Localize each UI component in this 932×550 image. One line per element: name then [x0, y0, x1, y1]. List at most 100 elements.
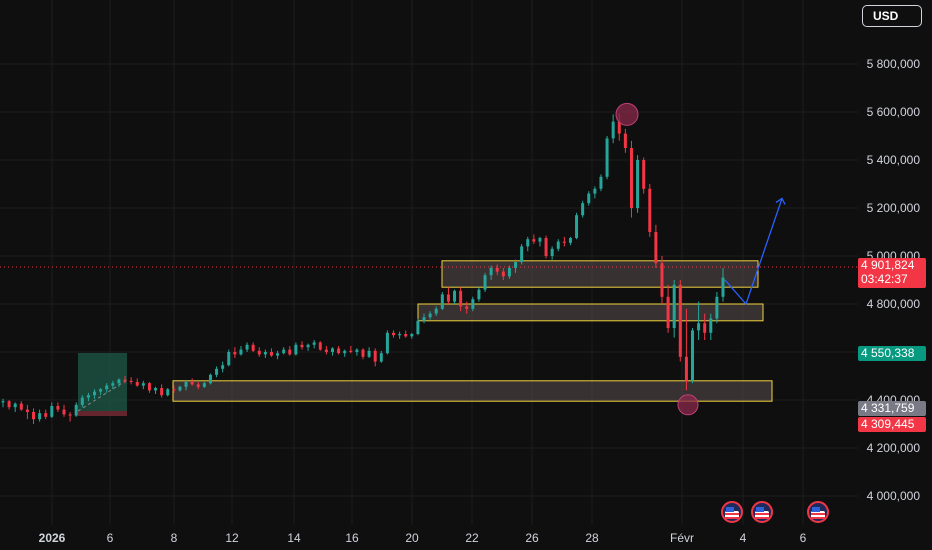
candle-body	[428, 313, 432, 318]
bullish-candle	[312, 340, 316, 349]
bullish-candle	[556, 239, 560, 252]
candle-body	[221, 365, 225, 369]
bullish-candle	[141, 380, 145, 390]
bearish-candle	[324, 346, 328, 355]
red-level-value: 4 309,445	[861, 417, 915, 431]
candle-body	[208, 374, 212, 384]
price-tick-label: 5 800,000	[867, 57, 921, 71]
candle-body	[684, 356, 688, 381]
time-tick-label: Févr	[670, 531, 694, 545]
bullish-candle	[355, 348, 359, 356]
candle-body	[141, 383, 145, 386]
candle-body	[465, 306, 469, 309]
candle-body	[38, 413, 42, 420]
candle-body	[19, 403, 23, 410]
bearish-candle	[337, 346, 341, 355]
candle-body	[93, 391, 97, 396]
price-zone	[441, 260, 759, 288]
bullish-candle	[215, 366, 219, 378]
candle-body	[477, 289, 481, 300]
bullish-candle	[568, 236, 572, 246]
time-tick-label: 8	[171, 531, 178, 545]
time-axis[interactable]: 2026 6 8 12 14 16 20 22 26 28 Févr 4 6	[39, 531, 807, 545]
bullish-candle	[330, 347, 334, 356]
candle-body	[514, 262, 518, 268]
bearish-candle	[642, 157, 646, 194]
bearish-candle	[562, 236, 566, 247]
candle-body	[32, 412, 36, 420]
projection-path[interactable]	[724, 197, 786, 306]
bullish-candle	[202, 382, 206, 388]
countdown-timer: 03:42:37	[861, 272, 908, 286]
time-tick-label: 22	[465, 531, 479, 545]
price-zone	[172, 380, 773, 402]
candle-body	[306, 344, 310, 348]
us-event-flag-icon[interactable]	[721, 501, 743, 523]
candle-body	[697, 323, 701, 331]
bearish-candle	[135, 378, 139, 387]
bullish-candle	[550, 246, 554, 260]
candle-body	[227, 352, 231, 366]
candle-body	[538, 238, 542, 242]
candle-body	[471, 299, 475, 309]
candle-body	[184, 382, 188, 387]
candle-body	[581, 203, 585, 216]
candle-body	[154, 388, 158, 391]
candle-body	[68, 414, 72, 416]
candle-body	[337, 348, 341, 354]
candle-body	[416, 320, 420, 334]
candle-body	[507, 268, 511, 277]
candle-body	[642, 160, 646, 189]
candle-body	[1, 401, 5, 403]
bearish-candle	[269, 348, 273, 357]
bullish-candle	[477, 287, 481, 302]
candle-body	[520, 246, 524, 262]
price-tick-label: 5 400,000	[867, 153, 921, 167]
bearish-candle	[532, 234, 536, 244]
bullish-candle	[538, 236, 542, 247]
candle-body	[654, 232, 658, 264]
candle-body	[288, 349, 292, 355]
price-tick-label: 5 600,000	[867, 105, 921, 119]
green-level-value: 4 550,338	[861, 346, 915, 360]
candle-body	[160, 388, 164, 396]
bearish-candle	[56, 402, 60, 412]
candle-body	[111, 383, 115, 386]
us-event-flag-icon[interactable]	[807, 501, 829, 523]
candle-body	[703, 323, 707, 333]
trade-position-box[interactable]	[77, 353, 128, 416]
candle-body	[404, 334, 408, 337]
bullish-candle	[111, 380, 115, 390]
bullish-candle	[690, 328, 694, 384]
bullish-candle	[13, 402, 17, 412]
candle-body	[257, 350, 261, 355]
candle-body	[709, 318, 713, 333]
bearish-candle	[233, 347, 237, 358]
candle-body	[532, 239, 536, 242]
candle-body	[117, 379, 121, 384]
candle-body	[666, 296, 670, 328]
bullish-candle	[507, 265, 511, 279]
extreme-markers	[615, 102, 699, 416]
time-tick-label: 16	[345, 531, 359, 545]
candle-body	[294, 344, 298, 355]
currency-button[interactable]: USD	[862, 5, 922, 27]
bullish-candle	[453, 289, 457, 304]
candle-body	[7, 401, 11, 408]
green-level-tag: 4 550,338	[858, 346, 926, 361]
bearish-candle	[19, 401, 23, 411]
price-tick-label: 5 200,000	[867, 201, 921, 215]
candle-body	[13, 403, 17, 408]
us-event-flag-icon[interactable]	[751, 501, 773, 523]
candle-body	[440, 294, 444, 309]
high-marker	[615, 102, 639, 126]
bearish-candle	[129, 377, 133, 385]
candle-body	[568, 238, 572, 243]
candle-body	[501, 271, 505, 277]
bearish-candle	[459, 287, 463, 312]
candle-body	[672, 284, 676, 328]
price-tick-label: 4 200,000	[867, 441, 921, 455]
bullish-candle	[385, 330, 389, 355]
bullish-candle	[599, 174, 603, 192]
